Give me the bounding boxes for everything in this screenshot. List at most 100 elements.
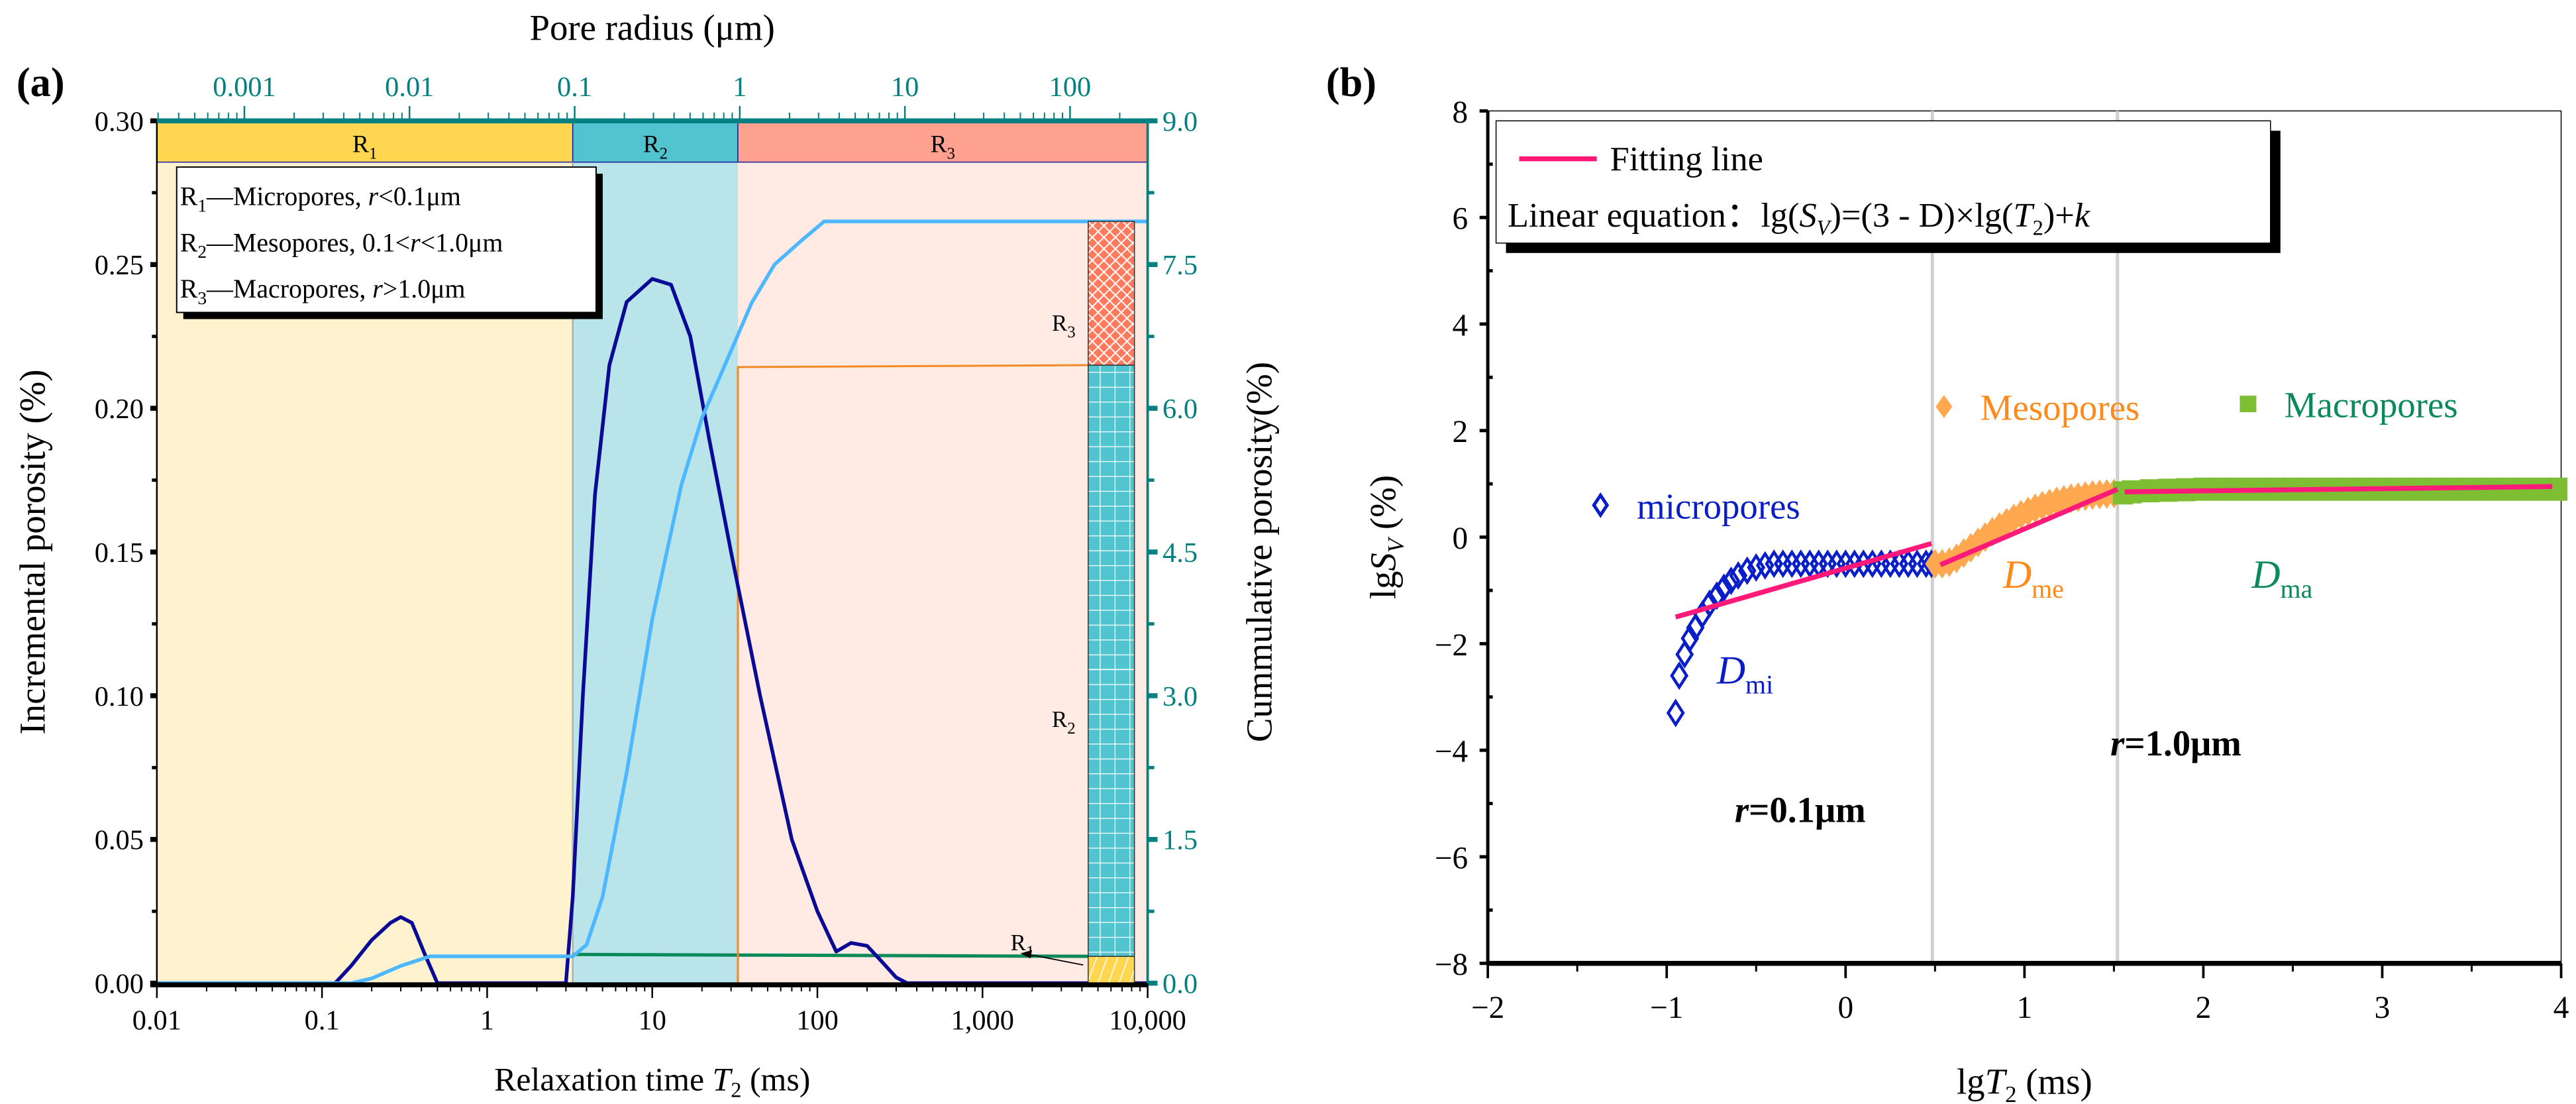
region-band-r2 — [572, 120, 739, 163]
text-part: R — [180, 227, 198, 257]
y2-tick-label: 6.0 — [1162, 394, 1198, 425]
x-tick-label: 0 — [1837, 991, 1853, 1025]
x-tick-label: 1 — [480, 1005, 494, 1036]
text-part: Relaxation time — [494, 1062, 712, 1098]
text-part: 1 — [369, 145, 377, 163]
fractal-dimension-label: Dma — [2251, 553, 2312, 604]
y2-tick-label: 7.5 — [1162, 250, 1198, 281]
cumulative-porosity-line — [156, 219, 1148, 985]
x-tick-label: 1 — [2017, 991, 2033, 1025]
fractal-dimension-label: Dmi — [1716, 649, 1773, 700]
x-axis-title: lgT2 (ms) — [1957, 1062, 2092, 1104]
radius-annotation: r=0.1μm — [1735, 790, 1866, 830]
x-tick-label: 0.1 — [305, 1005, 340, 1036]
data-point — [2548, 477, 2568, 501]
y-tick-label: 6 — [1453, 202, 1468, 237]
text-part: 3 — [1067, 323, 1075, 341]
legend-box — [176, 166, 597, 313]
text-part: 2 — [2005, 1081, 2016, 1104]
y-tick-label: 0.20 — [95, 394, 144, 425]
fitting-line — [1939, 486, 2119, 567]
panel-b: (b) micropores Dmi Mesopores Dme Macropores Dm… — [1326, 60, 2569, 1104]
y2-tick-label: 1.5 — [1162, 825, 1198, 856]
panel-label-b: (b) — [1326, 60, 1376, 105]
series-label: Macropores — [2285, 385, 2458, 425]
top-x-tick-label: 0.001 — [213, 72, 276, 103]
y-tick-label: 0.15 — [95, 537, 144, 569]
y-tick-label: 2 — [1453, 415, 1468, 449]
text-part: <1.0μm — [421, 227, 503, 257]
r1-guide-line — [572, 952, 1088, 958]
text-part: V — [1817, 216, 1832, 240]
data-point — [1729, 561, 1748, 590]
legend-box — [1495, 120, 2271, 244]
text-part: mi — [1745, 670, 1773, 700]
series-label: micropores — [1637, 486, 1800, 526]
text-part: 1 — [197, 195, 207, 215]
data-point — [1714, 573, 1733, 602]
text-part: 3 — [197, 288, 207, 308]
series-micropores — [1666, 549, 1941, 728]
text-part: r — [372, 274, 383, 304]
x-tick-label: 1,000 — [951, 1005, 1014, 1036]
text-part: R — [1052, 706, 1068, 732]
text-part: (ms) — [741, 1062, 810, 1098]
region-band-label: R1 — [352, 131, 377, 163]
text-part: )+ — [2043, 196, 2075, 235]
text-part: R — [1052, 310, 1068, 336]
region-band-label: R2 — [643, 131, 668, 163]
text-part: R — [352, 131, 369, 158]
y-axis-title: lgSV (%) — [1363, 475, 1409, 599]
y-tick-label: 4 — [1453, 308, 1468, 343]
text-part: S — [1799, 196, 1816, 235]
stacked-bar-r2 — [1088, 364, 1135, 957]
text-part: ma — [2281, 574, 2313, 604]
stacked-bar-r1 — [1088, 956, 1135, 984]
x-tick-label: 4 — [2553, 991, 2569, 1025]
y-tick-label: 0.25 — [95, 250, 144, 281]
text-part: k — [2075, 196, 2090, 235]
text-part: R — [180, 181, 198, 211]
text-part: —Mesopores, 0.1< — [206, 227, 410, 257]
incremental-porosity-line — [156, 277, 1148, 985]
x-tick-label: 3 — [2375, 991, 2391, 1025]
top-x-tick-label: 1 — [733, 72, 747, 103]
r1-arrow — [1023, 952, 1084, 966]
text-part: 2 — [731, 1079, 741, 1103]
region-band-label: R3 — [931, 131, 955, 163]
y-tick-label: 8 — [1453, 95, 1468, 130]
y2-tick-label: 4.5 — [1162, 537, 1198, 569]
text-part: =0.1μm — [1749, 790, 1866, 830]
text-part: (ms) — [2017, 1062, 2092, 1102]
data-point — [1722, 566, 1741, 596]
text-part: lg( — [1761, 196, 1799, 235]
x-tick-label: 100 — [796, 1005, 839, 1036]
data-point — [1666, 698, 1685, 728]
text-part: 3 — [947, 145, 955, 163]
stacked-bar-label: R3 — [1052, 310, 1076, 341]
text-part: (%) — [1363, 475, 1404, 539]
top-axis-title: Pore radius (μm) — [529, 7, 774, 48]
y-tick-label: 0.30 — [95, 106, 144, 137]
panel-a: (a)R1R2R3R3R2R10.000.050.100.150.200.250… — [12, 7, 1279, 1102]
y-tick-label: −8 — [1435, 948, 1468, 982]
y-tick-label: −2 — [1435, 628, 1468, 663]
data-point — [1700, 589, 1719, 618]
y2-axis-title: Cummulative porosity(%) — [1239, 362, 1280, 742]
region-band-r1 — [156, 120, 574, 163]
x-tick-label: −1 — [1650, 991, 1683, 1025]
data-point — [1737, 556, 1757, 585]
y-tick-label: 0 — [1453, 522, 1468, 556]
text-part: —Macropores, — [206, 274, 372, 304]
text-part: >1.0μm — [383, 274, 466, 304]
x-axis-title: Relaxation time T2 (ms) — [494, 1062, 810, 1103]
text-part: T — [2014, 196, 2035, 235]
y-axis-title: Incremental porosity (%) — [12, 369, 52, 734]
text-part: R — [180, 274, 198, 304]
y2-tick-label: 3.0 — [1162, 681, 1198, 712]
radius-annotation: r=1.0μm — [2110, 723, 2241, 763]
text-part: S — [1363, 553, 1404, 571]
y-tick-label: −6 — [1435, 841, 1468, 875]
y-tick-label: 0.05 — [95, 825, 144, 856]
